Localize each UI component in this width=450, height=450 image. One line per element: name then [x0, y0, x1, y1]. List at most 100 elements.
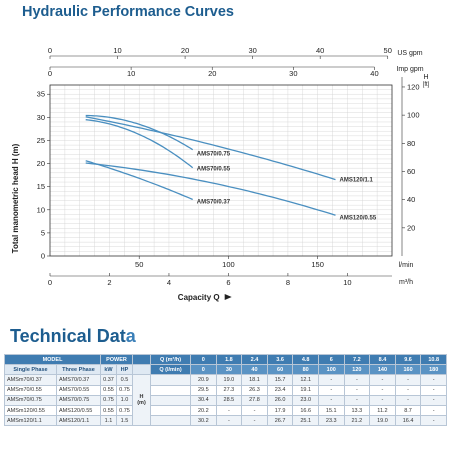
- power-kw: 0.37: [100, 374, 117, 386]
- head-value: 18.1: [241, 374, 268, 386]
- flow-m3h-value: 4.8: [292, 353, 319, 366]
- ft-axis-label-h: H: [423, 74, 428, 81]
- head-value: -: [369, 394, 396, 406]
- flow-m3h-value: 8.4: [369, 353, 396, 366]
- head-value: -: [394, 374, 422, 386]
- m3h-tick-label: 8: [286, 278, 290, 287]
- imp-gpm-tick-label: 40: [370, 69, 378, 78]
- head-value: 23.0: [292, 394, 319, 406]
- head-value: 30.4: [190, 394, 217, 406]
- technical-data-table: MODEL POWER Q (m³/h) 0 1.8 2.4 3.6 4.8 6 7.2 8.4 9.…: [4, 353, 447, 427]
- flow-m3h-value: 3.6: [266, 353, 294, 366]
- header-model: MODEL: [4, 353, 101, 366]
- head-value: -: [343, 394, 371, 406]
- header-kw: kW: [100, 364, 117, 376]
- head-value: 15.1: [317, 404, 345, 417]
- table-row: AMSm70/0.37 AMS70/0.37 0.37 0.5 H (m) 20.9 19.0…: [4, 374, 447, 427]
- head-value: 11.2: [369, 404, 396, 417]
- head-value: -: [215, 404, 243, 417]
- head-value: -: [420, 384, 447, 396]
- model-single-phase: AMSm70/0.37: [4, 374, 57, 386]
- head-label-unit: (m): [137, 400, 146, 407]
- header-hp: HP: [116, 364, 133, 376]
- head-value: 27.8: [241, 394, 268, 406]
- ft-tick-label: 100: [407, 111, 420, 120]
- us-gpm-tick-label: 20: [181, 46, 189, 55]
- header-power: POWER: [100, 353, 133, 366]
- series-label: AMS70/0.55: [197, 167, 231, 173]
- flow-lmin-value: 180: [420, 364, 447, 376]
- head-value: 19.1: [292, 384, 319, 396]
- x-axis-arrow-icon: [224, 294, 232, 300]
- series-line: [85, 119, 194, 169]
- head-value: -: [369, 374, 396, 386]
- series-label: AMS70/0.37: [197, 199, 231, 205]
- head-value: 19.0: [215, 374, 243, 386]
- series-label: AMS120/1.1: [339, 178, 373, 184]
- spacer-cell: [150, 384, 191, 396]
- model-three-phase: AMS120/0.55: [56, 404, 101, 417]
- head-value: 27.3: [215, 384, 243, 396]
- flow-lmin-value: 80: [292, 364, 319, 376]
- table-row: AMSm120/0.55 AMS120/0.55 0.55 0.75 20.2- -17.…: [4, 404, 447, 417]
- power-hp: 0.75: [116, 404, 133, 417]
- model-single-phase: AMSm120/1.1: [4, 415, 57, 427]
- y-tick-label-left: 20: [37, 159, 45, 168]
- us-gpm-tick-label: 50: [384, 46, 392, 55]
- head-value: -: [369, 384, 396, 396]
- head-value: 26.7: [266, 415, 294, 427]
- flow-m3h-value: 6: [317, 353, 345, 366]
- power-kw: 1.1: [100, 415, 117, 427]
- header-three-phase: Three Phase: [56, 364, 101, 376]
- head-value: 15.7: [266, 374, 294, 386]
- ft-tick-label: 120: [407, 82, 420, 91]
- head-value: 28.5: [215, 394, 243, 406]
- flow-lmin-value: 120: [343, 364, 371, 376]
- power-hp: 1.5: [116, 415, 133, 427]
- table-row: AMSm70/0.55 AMS70/0.55 0.55 0.75 29.5 27.3 26.…: [4, 384, 447, 396]
- head-value: -: [317, 394, 345, 406]
- header-single-phase: Single Phase: [4, 364, 57, 376]
- head-value: 8.7: [394, 404, 422, 417]
- us-gpm-tick-label: 40: [316, 46, 324, 55]
- head-value: 30.2: [190, 415, 217, 427]
- head-value: 13.3: [343, 404, 371, 417]
- flow-m3h-value: 2.4: [241, 353, 268, 366]
- flow-lmin-value: 140: [369, 364, 396, 376]
- lmin-tick-label: 150: [311, 260, 324, 269]
- head-value: 23.4: [266, 384, 294, 396]
- y-tick-label-left: 10: [37, 205, 45, 214]
- ft-axis-label-unit: [ft]: [423, 82, 430, 88]
- flow-m3h-value: 9.6: [394, 353, 422, 366]
- table-row: AMSm120/1.1 AMS120/1.1 1.1 1.5 30.2- -26.7 25.…: [4, 415, 447, 427]
- head-label: H (m): [132, 374, 151, 427]
- imp-gpm-tick-label: 10: [127, 69, 135, 78]
- head-value: 19.0: [369, 415, 396, 427]
- head-value: 17.9: [266, 404, 294, 417]
- head-value: -: [317, 374, 345, 386]
- spacer-cell: [150, 374, 191, 386]
- head-value: -: [343, 384, 371, 396]
- head-value: 29.5: [190, 384, 217, 396]
- us-gpm-tick-label: 10: [113, 46, 121, 55]
- us-gpm-axis-label: US gpm: [397, 50, 422, 57]
- flow-m3h-value: 7.2: [343, 353, 371, 366]
- imp-gpm-tick-label: 30: [289, 69, 297, 78]
- head-value: -: [394, 394, 422, 406]
- model-three-phase: AMS70/0.75: [56, 394, 101, 406]
- table-title-accent: a: [125, 326, 136, 346]
- power-hp: 0.75: [116, 384, 133, 396]
- imp-gpm-tick-label: 20: [208, 69, 216, 78]
- m3h-tick-label: 2: [107, 278, 111, 287]
- head-value: -: [420, 374, 447, 386]
- head-value: -: [394, 384, 422, 396]
- head-value: 20.9: [190, 374, 217, 386]
- table-row: AMSm70/0.75 AMS70/0.75 0.75 1.0 30.4 28.5 27.8…: [4, 394, 447, 406]
- header-q-m3h: Q (m³/h): [150, 353, 191, 366]
- y-tick-label-left: 5: [41, 228, 45, 237]
- head-value: 25.1: [292, 415, 319, 427]
- head-label-h: H: [139, 394, 144, 401]
- model-single-phase: AMSm70/0.55: [4, 384, 57, 396]
- ft-tick-label: 20: [407, 223, 415, 232]
- head-value: -: [241, 415, 268, 427]
